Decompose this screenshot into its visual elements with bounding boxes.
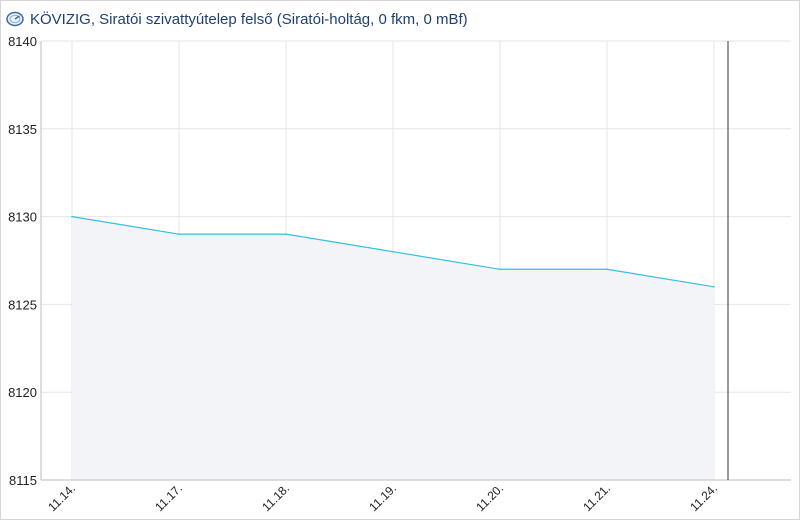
y-tick-label: 8135 [8,122,37,137]
data-point [285,233,287,235]
data-point [392,250,394,253]
y-tick-label: 8130 [8,210,37,225]
gauge-icon [6,11,24,27]
y-tick-label: 8115 [9,473,37,488]
y-axis-ticks: 8115 8120 8125 8130 8135 8140 [8,34,37,488]
chart-axes [40,41,791,481]
x-tick-label: 11.18. [259,481,292,514]
x-tick-label: 11.20. [473,481,506,514]
series-area [72,216,714,480]
data-point [606,268,608,271]
x-tick-label: 11.14. [45,481,78,514]
y-tick-label: 8140 [8,34,37,49]
y-tick-label: 8120 [8,385,37,400]
x-tick-label: 11.24. [687,481,720,514]
chart-header: KÖVIZIG, Siratói szivattyútelep felső (S… [1,1,799,39]
data-point [178,233,180,235]
area-layer [72,216,714,480]
data-point [713,286,715,288]
x-axis-ticks: 11.14. 11.17. 11.18. 11.19. 11.20. 11.21. 11.2… [45,481,720,514]
line-layer [71,215,715,288]
data-point [499,268,501,271]
data-point [71,215,73,218]
y-tick-label: 8125 [8,297,37,312]
x-tick-label: 11.19. [366,481,399,514]
x-tick-label: 11.17. [152,481,185,514]
chart-title: KÖVIZIG, Siratói szivattyútelep felső (S… [30,11,468,28]
x-tick-label: 11.21. [580,481,613,514]
